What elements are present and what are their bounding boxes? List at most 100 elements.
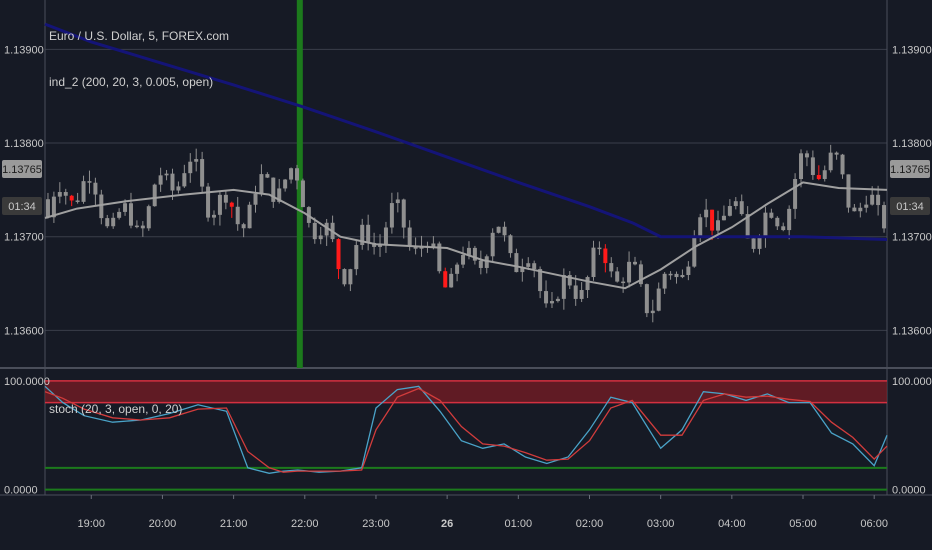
x-tick-label: 19:00 xyxy=(77,518,105,530)
candle-body xyxy=(751,238,756,249)
candle-body xyxy=(508,235,513,254)
candle-body xyxy=(828,152,833,171)
candle-body xyxy=(395,199,400,204)
candle-body xyxy=(211,214,216,218)
candle-body xyxy=(93,182,98,195)
candle-body xyxy=(449,273,454,288)
candle-body xyxy=(111,217,116,227)
x-tick-label: 23:00 xyxy=(362,518,390,530)
x-tick-label: 26 xyxy=(441,518,453,530)
candle-body xyxy=(579,290,584,299)
stoch-tick-label: 100.0000 xyxy=(4,376,50,388)
candle-body xyxy=(75,200,80,202)
x-tick-label: 21:00 xyxy=(220,518,248,530)
candle-body xyxy=(627,261,632,283)
candle-body xyxy=(241,224,246,229)
left-timer-value: 01:34 xyxy=(8,201,36,213)
candle-body xyxy=(63,192,68,196)
candle-body xyxy=(502,226,507,236)
candle-body xyxy=(152,184,157,207)
stoch-legend[interactable]: stoch (20, 3, open, 0, 20) xyxy=(49,402,182,416)
indicator-lines xyxy=(44,22,888,290)
candle-body xyxy=(864,204,869,208)
candle-body xyxy=(810,157,815,176)
candle-body xyxy=(401,199,406,228)
x-tick-label: 01:00 xyxy=(505,518,533,530)
candle-body xyxy=(461,254,466,265)
candle-body xyxy=(804,153,809,158)
candle-body xyxy=(733,201,738,207)
candle-body xyxy=(271,177,276,202)
candle-body xyxy=(674,273,679,278)
candle-body xyxy=(484,256,489,268)
candle-body xyxy=(366,224,371,243)
indicator-legend[interactable]: ind_2 (200, 20, 3, 0.005, open) xyxy=(49,75,213,89)
candle-body xyxy=(318,235,323,240)
candle-body xyxy=(686,266,691,276)
stoch-tick-label-right: 0.0000 xyxy=(892,485,926,497)
candle-body xyxy=(698,217,703,238)
candle-body xyxy=(532,263,537,270)
candle-body xyxy=(549,301,554,304)
x-tick-label: 05:00 xyxy=(789,518,817,530)
stoch-bands xyxy=(45,380,887,491)
candle-body xyxy=(229,202,234,207)
y-tick-label: 1.13700 xyxy=(4,232,44,244)
candle-body xyxy=(882,205,887,229)
grid xyxy=(0,0,932,496)
candle-body xyxy=(81,181,86,202)
candle-body xyxy=(591,247,596,278)
candle-body xyxy=(69,195,74,201)
candle-body xyxy=(710,209,715,231)
candle-body xyxy=(876,194,881,206)
candle-body xyxy=(632,261,637,265)
candle-body xyxy=(544,291,549,304)
candle-body xyxy=(217,194,222,215)
candle-body xyxy=(206,186,211,218)
candle-body xyxy=(472,247,477,261)
candle-body xyxy=(567,275,572,286)
candle-body xyxy=(775,217,780,227)
candle-body xyxy=(342,269,347,285)
short-ma-line xyxy=(44,181,888,290)
left-price-value: 1.13765 xyxy=(2,164,42,176)
stoch-lines xyxy=(44,385,888,474)
x-tick-label: 22:00 xyxy=(291,518,319,530)
candle-body xyxy=(87,181,92,183)
candle-body xyxy=(739,201,744,215)
candle-body xyxy=(638,264,643,285)
vertical-marker xyxy=(296,0,303,368)
symbol-legend[interactable]: Euro / U.S. Dollar, 5, FOREX.com xyxy=(49,29,229,43)
candle-body xyxy=(727,206,732,216)
candle-body xyxy=(117,211,122,218)
candle-body xyxy=(170,173,175,191)
x-tick-label: 02:00 xyxy=(576,518,604,530)
candle-body xyxy=(609,263,614,272)
candle-body xyxy=(716,220,721,231)
candle-body xyxy=(235,206,240,225)
candle-body xyxy=(348,269,353,285)
y-tick-label: 1.13800 xyxy=(4,138,44,150)
candle-body xyxy=(466,247,471,255)
y-tick-label: 1.13600 xyxy=(4,325,44,337)
candle-body xyxy=(378,245,383,247)
candle-body xyxy=(200,159,205,187)
candle-body xyxy=(846,174,851,208)
candle-body xyxy=(312,222,317,240)
candle-body xyxy=(128,203,133,226)
candles xyxy=(45,144,887,323)
candle-body xyxy=(51,196,56,218)
candle-body xyxy=(615,271,620,282)
candle-body xyxy=(834,152,839,155)
candle-body xyxy=(514,253,519,273)
candle-body xyxy=(656,288,661,311)
candle-body xyxy=(123,203,128,212)
candle-body xyxy=(413,246,418,249)
candle-body xyxy=(283,179,288,189)
x-tick-label: 20:00 xyxy=(149,518,177,530)
candle-body xyxy=(757,237,762,249)
candle-body xyxy=(662,273,667,289)
candle-body xyxy=(455,264,460,274)
